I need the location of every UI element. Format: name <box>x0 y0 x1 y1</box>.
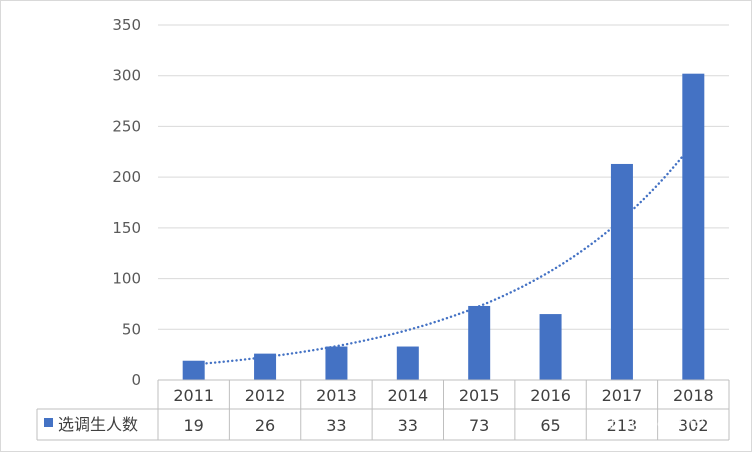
bar-series <box>182 73 705 380</box>
x-tick-label: 2014 <box>387 386 428 405</box>
y-tick-label: 300 <box>112 67 141 85</box>
legend-label: 选调生人数 <box>58 415 138 434</box>
trendline-path <box>192 141 695 366</box>
bar <box>396 346 419 380</box>
data-label: 73 <box>469 416 489 435</box>
x-tick-label: 2011 <box>173 386 214 405</box>
data-label: 19 <box>184 416 204 435</box>
data-label: 33 <box>398 416 418 435</box>
trendline <box>192 141 695 366</box>
y-axis: 0 50 100 150 200 250 300 350 <box>112 16 141 389</box>
data-label: 213 <box>607 416 638 435</box>
y-tick-label: 250 <box>112 117 141 135</box>
data-label: 33 <box>326 416 346 435</box>
bar <box>468 305 491 380</box>
y-tick-label: 50 <box>122 320 141 338</box>
x-tick-label: 2012 <box>245 386 286 405</box>
x-tick-label: 2017 <box>602 386 643 405</box>
x-tick-label: 2015 <box>459 386 500 405</box>
x-tick-label: 2016 <box>530 386 571 405</box>
bar <box>325 346 348 380</box>
data-label: 65 <box>540 416 560 435</box>
data-table: 2011 19 2012 26 2013 33 2014 33 2015 73 2016 65 2017… <box>36 379 730 441</box>
y-tick-label: 150 <box>112 219 141 237</box>
bar <box>610 163 633 380</box>
bar <box>182 360 205 380</box>
data-label: 302 <box>678 416 709 435</box>
bar <box>682 73 705 380</box>
y-tick-label: 200 <box>112 168 141 186</box>
y-tick-label: 350 <box>112 16 141 34</box>
gridlines <box>158 24 729 330</box>
bar <box>539 314 562 380</box>
y-tick-label: 100 <box>112 270 141 288</box>
data-label: 26 <box>255 416 275 435</box>
x-tick-label: 2018 <box>673 386 714 405</box>
legend-swatch <box>44 418 53 427</box>
x-tick-label: 2013 <box>316 386 357 405</box>
watermark: 知乎 @Gabriel <box>587 412 705 432</box>
bar <box>254 353 277 380</box>
y-tick-label: 0 <box>131 371 141 389</box>
